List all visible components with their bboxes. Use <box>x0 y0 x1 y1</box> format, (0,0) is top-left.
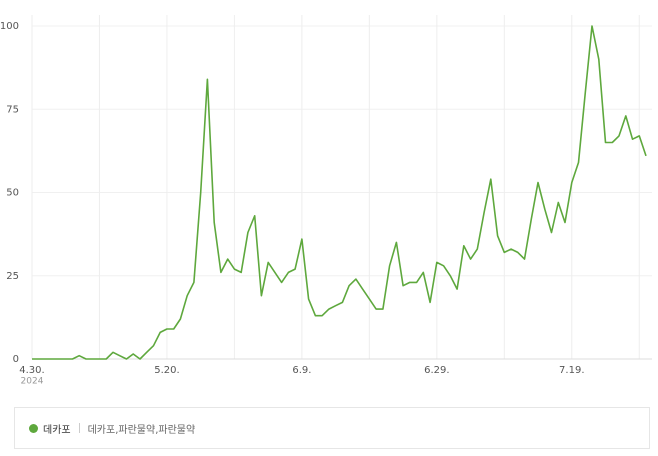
x-year-label: 2024 <box>21 377 44 387</box>
y-tick-label: 75 <box>6 104 19 115</box>
legend-keywords: 데카포,파란물약,파란물약 <box>87 424 196 436</box>
x-tick-label: 7.19. <box>559 365 584 376</box>
legend-label: 데카포 <box>43 424 71 436</box>
x-tick-label: 6.29. <box>424 365 449 376</box>
y-tick-label: 100 <box>0 21 19 32</box>
y-tick-label: 0 <box>13 354 19 365</box>
x-tick-label: 6.9. <box>292 365 311 376</box>
x-tick-label: 5.20. <box>154 365 179 376</box>
data-line <box>32 25 647 360</box>
y-tick-label: 25 <box>6 271 19 282</box>
y-tick-label: 50 <box>6 188 19 199</box>
legend: 데카포 데카포,파란물약,파란물약 <box>14 407 650 449</box>
chart: 0 25 50 75 100 4.30. 5.20. 6.9. 6.29. 7.19. 2024 <box>0 15 652 387</box>
legend-marker <box>29 423 38 433</box>
legend-separator <box>78 423 80 433</box>
x-tick-label: 4.30. <box>19 365 44 376</box>
